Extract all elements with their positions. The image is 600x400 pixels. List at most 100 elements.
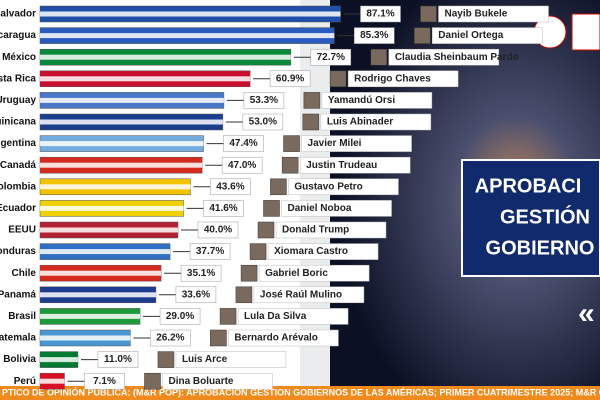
title-line: APROBACI [475,175,582,197]
leader-photo [249,243,267,260]
leader-box [281,200,392,217]
value-label: 60.9% [276,73,304,84]
value-label: 47.0% [228,160,256,171]
leader-box [275,221,387,239]
bar-stripe [40,76,251,82]
bar-stripe [40,54,291,60]
value-box [175,286,217,304]
category-label: Canadá [0,160,36,171]
leader-name: Bernardo Arévalo [234,333,318,344]
value-label: 40.0% [204,225,232,236]
value-label: 53.0% [249,117,277,128]
value-box [243,92,285,109]
leader-name: Justin Trudeau [306,160,377,171]
category-label: gentina [0,138,36,149]
category-label: Uruguay [0,95,36,106]
leader-photo [210,329,227,347]
leader-name: Javier Milei [308,138,362,149]
bar-stripe [40,97,224,103]
leader-name: Dina Boluarte [168,376,233,387]
value-box [97,351,139,368]
leader-box [301,135,412,152]
category-label: atemala [0,333,36,344]
leader-name: Lula Da Silva [244,311,307,322]
category-label: onduras [0,246,36,257]
bar-stripe [40,357,78,363]
bar-stripe [40,33,335,39]
value-box [189,243,231,260]
leader-photo [302,113,320,131]
category-label: EEUU [8,225,36,236]
category-label: Salvador [0,9,36,20]
leader-photo [270,178,287,196]
leader-photo [235,286,253,304]
bar-stripe [40,378,65,384]
value-label: 35.1% [187,268,215,279]
leader-name: Gabriel Boric [265,268,328,279]
leader-photo [257,221,275,239]
leader-photo [303,92,321,109]
leader-photo [414,27,431,44]
category-label: Perú [14,376,36,387]
leader-box [299,156,411,174]
leader-box [388,48,500,66]
leader-name: Luis Abinader [327,117,393,128]
leader-box [258,264,370,282]
category-label: uinicana [0,117,36,128]
value-box [203,200,244,217]
source-bar [0,386,600,400]
leader-photo [144,372,161,390]
leader-photo [263,200,280,217]
title-line: GESTIÓN [500,204,590,228]
bar-stripe [40,205,184,211]
category-label: Bolivia [3,354,36,365]
bar-stripe [40,249,171,255]
bar-stripe [40,227,178,233]
leader-photo [281,156,299,174]
value-box [210,178,251,196]
value-box [354,27,395,44]
leader-box [432,27,543,44]
leader-box [228,329,339,347]
value-label: 11.0% [104,354,132,365]
leader-name: Luis Arce [182,354,228,365]
bar-stripe [40,141,204,147]
value-label: 47.4% [229,138,257,149]
leader-name: Gustavo Petro [294,181,362,192]
leader-name: Xiomara Castro [274,246,348,257]
value-box [150,329,191,347]
value-label: 72.7% [317,52,345,63]
value-box [159,308,201,325]
bar-stripe [40,184,191,190]
category-label: sta Rica [0,73,36,84]
leader-box [321,92,433,109]
value-box [221,156,263,174]
bar-stripe [40,292,156,298]
logo [571,13,600,51]
leader-name: Rodrigo Chaves [354,73,431,84]
leader-photo [157,351,175,368]
leader-photo [420,5,437,23]
leader-photo [370,48,388,66]
leader-name: Nayib Bukele [444,9,507,20]
leader-box [253,286,365,304]
value-label: 43.6% [216,181,244,192]
value-box [180,264,222,282]
bar-stripe [40,162,203,168]
category-label: Ecuador [0,203,36,214]
value-box [223,135,264,152]
leader-box [237,308,349,325]
value-label: 53.3% [250,95,278,106]
category-label: Panamá [0,289,36,300]
leader-box [438,5,549,23]
leader-box [320,113,432,131]
leader-name: José Raúl Mulino [260,289,342,300]
value-label: 7.1% [93,376,116,387]
decor-arrows: « [578,297,595,330]
value-label: 87.1% [366,9,394,20]
bar-stripe [40,313,141,319]
value-label: 41.6% [209,203,237,214]
value-label: 33.6% [182,289,210,300]
value-label: 29.0% [166,311,194,322]
category-label: Chile [12,268,37,279]
